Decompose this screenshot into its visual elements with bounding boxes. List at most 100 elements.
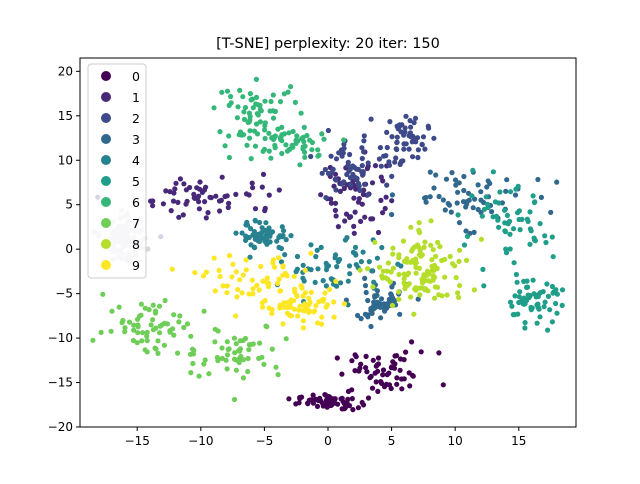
data-point-class-6 <box>224 88 231 94</box>
data-point-class-2 <box>384 144 390 151</box>
data-point-class-0 <box>409 339 415 345</box>
data-point-class-2 <box>377 145 383 151</box>
data-point-class-4 <box>338 280 344 286</box>
data-point-class-3 <box>455 189 461 195</box>
data-point-class-5 <box>537 221 543 227</box>
data-point-class-3 <box>512 192 519 198</box>
data-point-class-6 <box>284 148 291 154</box>
data-point-class-2 <box>341 141 347 147</box>
data-point-class-1 <box>183 201 189 207</box>
data-point-class-3 <box>535 176 541 183</box>
data-point-class-9 <box>266 305 272 311</box>
data-point-class-1 <box>203 184 209 190</box>
legend-label-8: 8 <box>132 237 140 252</box>
data-point-class-5 <box>510 226 517 232</box>
data-point-class-8 <box>408 294 414 300</box>
data-point-class-9 <box>287 300 293 306</box>
data-point-class-8 <box>390 265 396 271</box>
data-point-class-5 <box>496 224 502 230</box>
data-point-class-0 <box>397 367 403 373</box>
data-point-class-6 <box>267 108 273 114</box>
data-point-class-0 <box>392 361 398 367</box>
data-point-class-7 <box>171 332 177 338</box>
data-point-class-0 <box>375 361 381 367</box>
data-point-class-3 <box>389 192 395 198</box>
data-point-class-3 <box>427 169 433 175</box>
data-point-class-3 <box>454 200 460 206</box>
data-point-class-7 <box>181 324 187 331</box>
data-point-class-4 <box>288 233 294 239</box>
data-point-class-6 <box>341 137 347 143</box>
data-point-class-9 <box>323 304 329 310</box>
data-point-class-9 <box>280 321 286 327</box>
data-point-class-5 <box>554 291 561 297</box>
data-point-class-3 <box>470 205 476 211</box>
data-point-class-8 <box>421 274 427 280</box>
data-point-class-3 <box>554 179 560 185</box>
data-point-class-5 <box>532 199 538 205</box>
data-point-class-8 <box>421 244 427 250</box>
data-point-class-3 <box>453 182 459 188</box>
data-point-class-6 <box>242 104 249 111</box>
data-point-class-1 <box>175 199 181 205</box>
data-point-class-6 <box>252 143 259 149</box>
data-point-class-1 <box>199 189 205 195</box>
data-point-class-4 <box>358 259 364 265</box>
data-point-class-7 <box>283 336 289 342</box>
data-point-class-8 <box>377 264 383 270</box>
data-point-class-5 <box>483 194 489 200</box>
data-point-class-1 <box>150 203 156 209</box>
data-point-class-5 <box>510 312 516 318</box>
data-point-class-4 <box>280 228 287 234</box>
data-point-class-9 <box>277 288 283 294</box>
data-point-class-1 <box>266 192 272 198</box>
data-point-class-5 <box>484 201 491 207</box>
data-point-class-5 <box>541 304 547 310</box>
data-point-class-9 <box>281 300 287 306</box>
data-point-class-7 <box>90 337 96 343</box>
data-point-class-2 <box>325 127 331 134</box>
data-point-class-1 <box>219 174 225 180</box>
data-point-class-9 <box>269 310 275 316</box>
data-point-class-2 <box>398 158 405 164</box>
data-point-class-8 <box>357 267 363 273</box>
data-point-class-5 <box>522 325 528 331</box>
data-point-class-1 <box>176 214 182 220</box>
data-point-class-7 <box>231 396 238 403</box>
data-point-class-5 <box>521 295 527 301</box>
data-point-class-5 <box>527 241 533 247</box>
data-point-class-4 <box>257 219 263 226</box>
data-point-class-7 <box>177 313 183 319</box>
data-point-class-2 <box>356 183 362 189</box>
data-point-class-9 <box>169 266 175 272</box>
data-point-class-1 <box>328 200 334 206</box>
data-point-class-2 <box>341 145 347 151</box>
data-point-class-0 <box>349 358 355 364</box>
data-point-class-8 <box>456 294 462 300</box>
y-axis: −20 −15 −10 −5 0 5 10 15 20 <box>48 64 80 434</box>
data-point-class-6 <box>301 124 307 130</box>
data-point-class-5 <box>481 283 487 289</box>
data-point-class-6 <box>217 129 223 135</box>
chart-title: [T-SNE] perplexity: 20 iter: 150 <box>216 36 440 52</box>
data-point-class-7 <box>184 321 191 327</box>
data-point-class-8 <box>390 245 396 251</box>
data-point-class-1 <box>262 205 268 211</box>
data-point-class-6 <box>290 128 296 135</box>
x-tick-label: 5 <box>388 434 396 448</box>
data-point-class-1 <box>343 211 350 217</box>
data-point-class-1 <box>171 190 177 196</box>
data-point-class-8 <box>396 289 402 295</box>
data-point-class-8 <box>365 266 371 272</box>
data-point-class-6 <box>235 104 241 110</box>
legend-label-4: 4 <box>132 153 140 168</box>
data-point-class-9 <box>271 264 278 270</box>
data-point-class-3 <box>442 207 448 213</box>
data-point-class-6 <box>292 99 298 105</box>
data-point-class-2 <box>348 182 354 188</box>
data-point-class-4 <box>346 263 353 269</box>
data-point-class-4 <box>369 268 375 274</box>
data-point-class-1 <box>208 195 214 201</box>
legend-marker-5 <box>101 176 111 186</box>
